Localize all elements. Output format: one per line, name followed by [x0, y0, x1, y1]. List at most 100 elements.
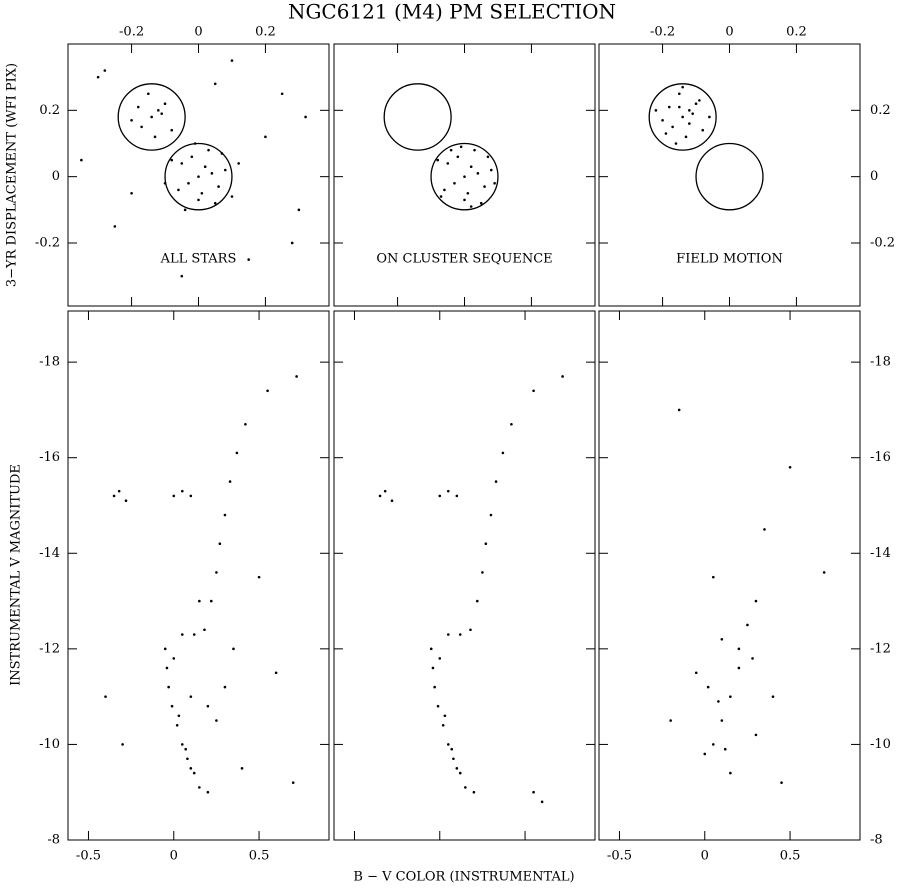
point	[654, 109, 658, 112]
point	[96, 75, 100, 79]
point	[180, 489, 184, 493]
point	[455, 494, 459, 498]
point	[464, 786, 467, 789]
point	[691, 112, 694, 115]
x-tick-label: 0.5	[249, 849, 270, 864]
point	[274, 671, 278, 675]
point	[228, 480, 232, 483]
selection-circle	[383, 83, 452, 151]
point	[489, 513, 493, 517]
selection-circle	[695, 142, 764, 211]
point	[489, 168, 493, 172]
point	[163, 102, 167, 105]
point	[443, 714, 447, 718]
point	[206, 704, 210, 708]
point	[678, 105, 681, 109]
point	[203, 628, 206, 632]
point	[532, 389, 535, 393]
x-tick-label: -0.5	[607, 849, 632, 864]
panel-frame	[333, 310, 596, 841]
point	[711, 743, 715, 746]
point	[452, 757, 455, 761]
point	[453, 181, 456, 185]
point	[708, 115, 711, 119]
point	[290, 241, 294, 245]
point	[163, 647, 167, 651]
point	[207, 148, 210, 152]
y-tick-label: -10	[870, 737, 891, 752]
point	[746, 623, 749, 627]
point	[436, 704, 440, 708]
point	[723, 747, 727, 751]
point	[788, 465, 792, 469]
point	[459, 145, 463, 149]
point	[494, 480, 498, 483]
point	[104, 695, 107, 698]
point	[220, 152, 224, 155]
point	[458, 633, 462, 636]
point	[193, 142, 197, 145]
point	[484, 542, 488, 546]
point	[681, 85, 684, 89]
y-tick-label: -8	[47, 833, 60, 848]
point	[198, 599, 201, 603]
y-axis-label: INSTRUMENTAL V MAGNITUDE	[9, 464, 24, 686]
point	[456, 155, 460, 159]
y-tick-label: -0.2	[35, 235, 60, 250]
point	[170, 704, 174, 708]
point	[446, 162, 450, 165]
point	[455, 767, 459, 770]
point	[157, 109, 160, 112]
point	[167, 685, 170, 689]
point	[180, 743, 184, 746]
point	[295, 375, 298, 378]
panel-label: ALL STARS	[160, 252, 237, 267]
point	[210, 172, 214, 175]
panel-frame	[598, 43, 861, 307]
point	[197, 198, 200, 202]
point	[291, 781, 295, 784]
point	[206, 790, 210, 794]
point	[136, 105, 140, 109]
point	[124, 499, 128, 503]
point	[720, 637, 724, 641]
point	[147, 92, 150, 96]
panel-label: FIELD MOTION	[676, 252, 783, 267]
point	[493, 181, 496, 185]
point	[230, 59, 234, 62]
point	[446, 743, 450, 746]
selection-circle	[430, 142, 499, 211]
y-tick-label: -12	[870, 641, 891, 656]
point	[737, 666, 741, 670]
point	[232, 647, 235, 651]
y-axis-label: 3−YR DISPLACEMENT (WFI PIX)	[5, 63, 20, 287]
point	[486, 155, 490, 159]
point	[483, 185, 486, 188]
chart-title: NGC6121 (M4) PM SELECTION	[288, 0, 616, 24]
point	[113, 225, 117, 228]
point	[479, 201, 483, 205]
point	[510, 422, 513, 426]
x-tick-label: -0.5	[76, 849, 101, 864]
point	[476, 172, 480, 175]
point	[189, 695, 193, 698]
point	[117, 489, 121, 493]
point	[737, 647, 741, 651]
point	[449, 148, 453, 152]
point	[121, 743, 124, 746]
point	[172, 494, 176, 498]
point	[247, 258, 250, 261]
point	[223, 685, 227, 689]
y-tick-label: -14	[39, 546, 60, 561]
y-tick-label: -14	[870, 546, 891, 561]
point	[244, 422, 247, 426]
point	[688, 122, 691, 125]
point	[218, 542, 222, 546]
y-tick-label: -0.2	[870, 235, 895, 250]
x-axis-label: B − V COLOR (INSTRUMENTAL)	[353, 870, 574, 885]
selection-circle	[117, 83, 186, 151]
point	[264, 135, 267, 139]
point	[463, 198, 466, 202]
point	[266, 389, 269, 393]
point	[446, 633, 450, 636]
